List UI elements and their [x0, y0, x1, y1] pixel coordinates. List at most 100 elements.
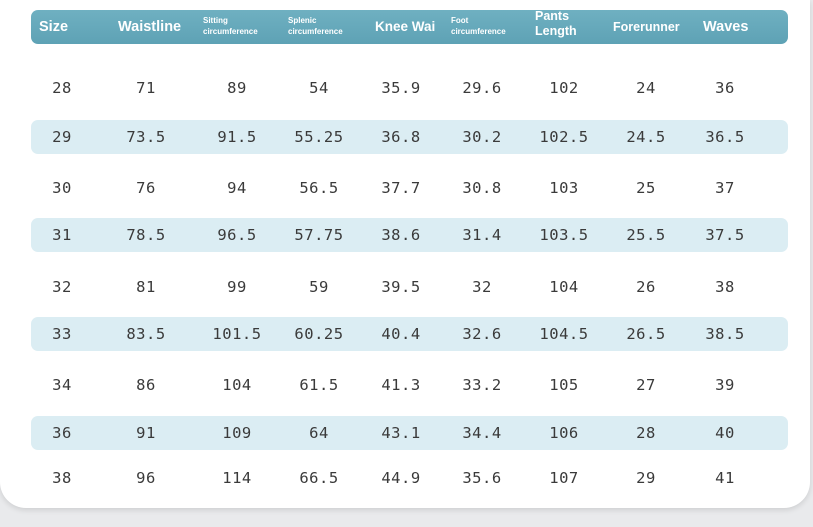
cell-sitting: 104	[222, 376, 252, 394]
table-row: 28 71 89 54 35.9 29.6 102 24 36	[31, 71, 788, 105]
header-forerunner: Forerunner	[613, 20, 680, 34]
cell-pants: 107	[549, 469, 579, 487]
cell-knee: 38.6	[381, 226, 421, 244]
table-row: 30 76 94 56.5 37.7 30.8 103 25 37	[31, 171, 788, 205]
cell-pants: 104.5	[539, 325, 589, 343]
table-row: 34 86 104 61.5 41.3 33.2 105 27 39	[31, 368, 788, 402]
cell-waves: 36.5	[705, 128, 745, 146]
header-knee-wai: Knee Wai	[375, 19, 436, 34]
cell-foot: 32.6	[462, 325, 502, 343]
table-row: 32 81 99 59 39.5 32 104 26 38	[31, 270, 788, 304]
table-header: Size Waistline Sitting circumference Spl…	[31, 9, 788, 44]
cell-forerunner: 29	[636, 469, 656, 487]
cell-sitting: 94	[227, 179, 247, 197]
cell-foot: 30.8	[462, 179, 502, 197]
cell-size: 34	[52, 376, 72, 394]
cell-waistline: 71	[136, 79, 156, 97]
cell-waistline: 73.5	[126, 128, 166, 146]
cell-foot: 33.2	[462, 376, 502, 394]
cell-sitting: 96.5	[217, 226, 257, 244]
cell-forerunner: 24.5	[626, 128, 666, 146]
header-waves: Waves	[703, 19, 749, 35]
cell-size: 33	[52, 325, 72, 343]
cell-waistline: 91	[136, 424, 156, 442]
cell-knee: 41.3	[381, 376, 421, 394]
cell-splenic: 57.75	[294, 226, 344, 244]
header-waistline: Waistline	[118, 19, 182, 35]
cell-foot: 29.6	[462, 79, 502, 97]
cell-size: 38	[52, 469, 72, 487]
header-sitting-circumference: Sitting circumference	[203, 16, 258, 36]
cell-waistline: 96	[136, 469, 156, 487]
table-row: 33 83.5 101.5 60.25 40.4 32.6 104.5 26.5 38.5	[31, 317, 788, 351]
cell-forerunner: 24	[636, 79, 656, 97]
header-size: Size	[39, 19, 69, 35]
cell-pants: 104	[549, 278, 579, 296]
cell-foot: 32	[472, 278, 492, 296]
cell-forerunner: 27	[636, 376, 656, 394]
cell-waistline: 83.5	[126, 325, 166, 343]
cell-foot: 31.4	[462, 226, 502, 244]
cell-sitting: 91.5	[217, 128, 257, 146]
cell-knee: 40.4	[381, 325, 421, 343]
cell-size: 36	[52, 424, 72, 442]
cell-foot: 30.2	[462, 128, 502, 146]
table-row: 31 78.5 96.5 57.75 38.6 31.4 103.5 25.5 37.5	[31, 218, 788, 252]
cell-splenic: 61.5	[299, 376, 339, 394]
cell-waves: 36	[715, 79, 735, 97]
cell-splenic: 66.5	[299, 469, 339, 487]
cell-knee: 37.7	[381, 179, 421, 197]
table-row: 29 73.5 91.5 55.25 36.8 30.2 102.5 24.5 36.5	[31, 120, 788, 154]
cell-waves: 41	[715, 469, 735, 487]
cell-waves: 38.5	[705, 325, 745, 343]
cell-forerunner: 28	[636, 424, 656, 442]
cell-waistline: 86	[136, 376, 156, 394]
cell-splenic: 60.25	[294, 325, 344, 343]
size-chart-card: Size Waistline Sitting circumference Spl…	[0, 0, 810, 508]
header-foot-circumference: Foot circumference	[451, 16, 506, 36]
cell-size: 28	[52, 79, 72, 97]
cell-pants: 103	[549, 179, 579, 197]
cell-waves: 37.5	[705, 226, 745, 244]
cell-pants: 105	[549, 376, 579, 394]
cell-splenic: 54	[309, 79, 329, 97]
cell-knee: 39.5	[381, 278, 421, 296]
cell-sitting: 89	[227, 79, 247, 97]
header-splenic-circumference: Splenic circumference	[288, 16, 343, 36]
cell-waves: 40	[715, 424, 735, 442]
cell-forerunner: 25	[636, 179, 656, 197]
cell-size: 31	[52, 226, 72, 244]
cell-size: 30	[52, 179, 72, 197]
cell-splenic: 55.25	[294, 128, 344, 146]
header-pants-length: Pants Length	[535, 9, 577, 38]
cell-pants: 102.5	[539, 128, 589, 146]
cell-knee: 43.1	[381, 424, 421, 442]
cell-foot: 34.4	[462, 424, 502, 442]
cell-forerunner: 25.5	[626, 226, 666, 244]
cell-pants: 102	[549, 79, 579, 97]
cell-splenic: 56.5	[299, 179, 339, 197]
cell-sitting: 101.5	[212, 325, 262, 343]
cell-sitting: 109	[222, 424, 252, 442]
cell-forerunner: 26.5	[626, 325, 666, 343]
cell-waves: 37	[715, 179, 735, 197]
cell-waves: 39	[715, 376, 735, 394]
cell-foot: 35.6	[462, 469, 502, 487]
cell-waistline: 81	[136, 278, 156, 296]
cell-knee: 35.9	[381, 79, 421, 97]
cell-splenic: 64	[309, 424, 329, 442]
cell-knee: 44.9	[381, 469, 421, 487]
cell-size: 32	[52, 278, 72, 296]
cell-forerunner: 26	[636, 278, 656, 296]
cell-size: 29	[52, 128, 72, 146]
table-row: 36 91 109 64 43.1 34.4 106 28 40	[31, 416, 788, 450]
cell-splenic: 59	[309, 278, 329, 296]
cell-pants: 106	[549, 424, 579, 442]
cell-pants: 103.5	[539, 226, 589, 244]
table-row: 38 96 114 66.5 44.9 35.6 107 29 41	[31, 461, 788, 495]
cell-sitting: 114	[222, 469, 252, 487]
cell-waistline: 76	[136, 179, 156, 197]
cell-knee: 36.8	[381, 128, 421, 146]
cell-waistline: 78.5	[126, 226, 166, 244]
cell-waves: 38	[715, 278, 735, 296]
